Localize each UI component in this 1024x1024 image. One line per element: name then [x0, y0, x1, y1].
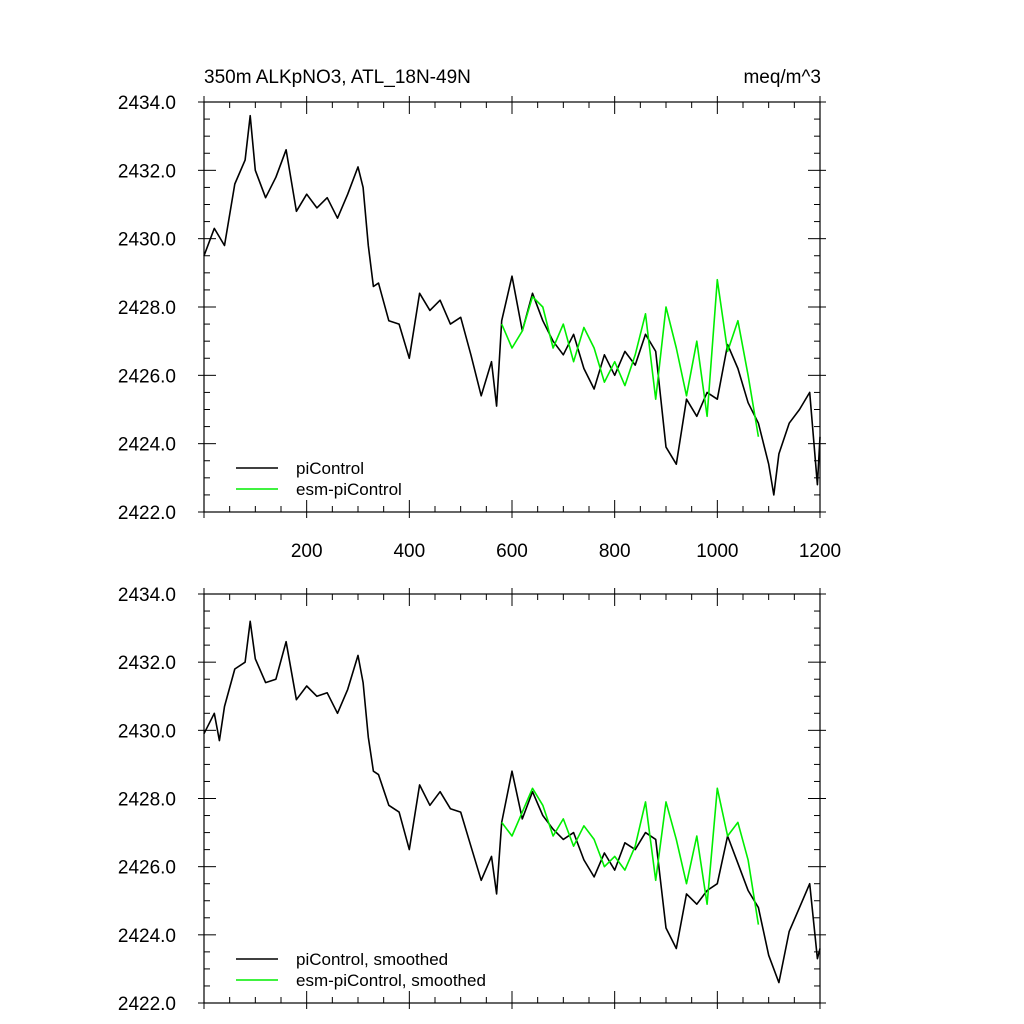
- bottom-legend-label: esm-piControl, smoothed: [296, 971, 486, 990]
- bottom-legend-label: piControl, smoothed: [296, 950, 448, 969]
- top-y-tick-label: 2428.0: [118, 298, 176, 319]
- top-legend-label: piControl: [296, 459, 364, 478]
- top-x-tick-label: 400: [393, 541, 425, 562]
- bottom-y-tick-label: 2434.0: [118, 585, 176, 606]
- top-panel-title-left: 350m ALKpNO3, ATL_18N-49N: [204, 67, 471, 88]
- top-y-tick-label: 2426.0: [118, 366, 176, 387]
- top-legend-label: esm-piControl: [296, 480, 402, 499]
- top-panel-units-label: meq/m^3: [743, 67, 821, 88]
- top-y-tick-label: 2422.0: [118, 503, 176, 524]
- top-x-tick-label: 1000: [696, 541, 738, 562]
- bottom-y-tick-label: 2430.0: [118, 721, 176, 742]
- top-series-line-picontrol: [203, 114, 821, 496]
- top-y-tick-label: 2432.0: [118, 161, 176, 182]
- bottom-y-tick-label: 2424.0: [118, 926, 176, 947]
- bottom-y-tick-label: 2426.0: [118, 858, 176, 879]
- top-series-line-esm-picontrol: [500, 278, 760, 437]
- top-x-tick-label: 200: [291, 541, 323, 562]
- top-y-tick-label: 2434.0: [118, 93, 176, 114]
- bottom-series-line-esm-picontrol: [501, 787, 760, 925]
- top-y-tick-label: 2430.0: [118, 230, 176, 251]
- bottom-y-tick-label: 2432.0: [118, 653, 176, 674]
- top-x-tick-label: 600: [496, 541, 528, 562]
- top-panel: 2422.0 2424.0 2426.0 2428.0 2430.0 2432.0 2434…: [118, 93, 841, 562]
- top-y-tick-label: 2424.0: [118, 435, 176, 456]
- bottom-y-tick-label: 2428.0: [118, 790, 176, 811]
- top-x-tick-label: 800: [599, 541, 631, 562]
- bottom-y-tick-label: 2422.0: [118, 994, 176, 1015]
- top-x-tick-label: 1200: [799, 541, 841, 562]
- bottom-series-line-picontrol: [203, 620, 821, 984]
- bottom-panel: 2422.0 2424.0 2426.0 2428.0 2430.0 2432.0 2434…: [118, 585, 826, 1015]
